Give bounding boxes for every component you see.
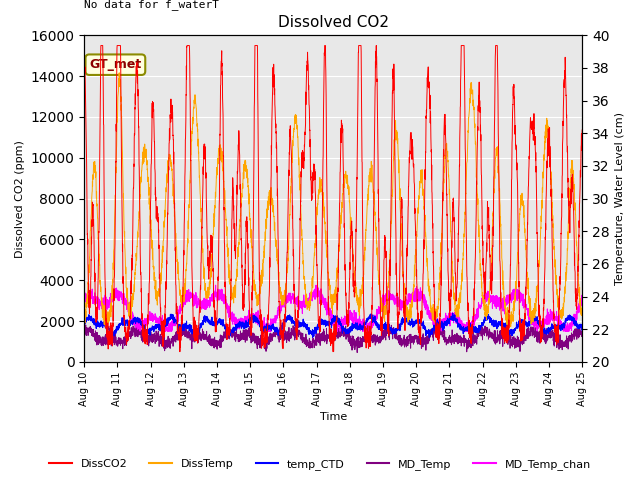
Text: GT_met: GT_met	[89, 58, 141, 71]
Y-axis label: Dissolved CO2 (ppm): Dissolved CO2 (ppm)	[15, 140, 25, 258]
Title: Dissolved CO2: Dissolved CO2	[278, 15, 388, 30]
Y-axis label: Temperature, Water Level (cm): Temperature, Water Level (cm)	[615, 112, 625, 285]
X-axis label: Time: Time	[319, 412, 347, 422]
Text: No data for f_waterT: No data for f_waterT	[84, 0, 220, 10]
Legend: DissCO2, DissTemp, temp_CTD, MD_Temp, MD_Temp_chan: DissCO2, DissTemp, temp_CTD, MD_Temp, MD…	[45, 455, 595, 474]
